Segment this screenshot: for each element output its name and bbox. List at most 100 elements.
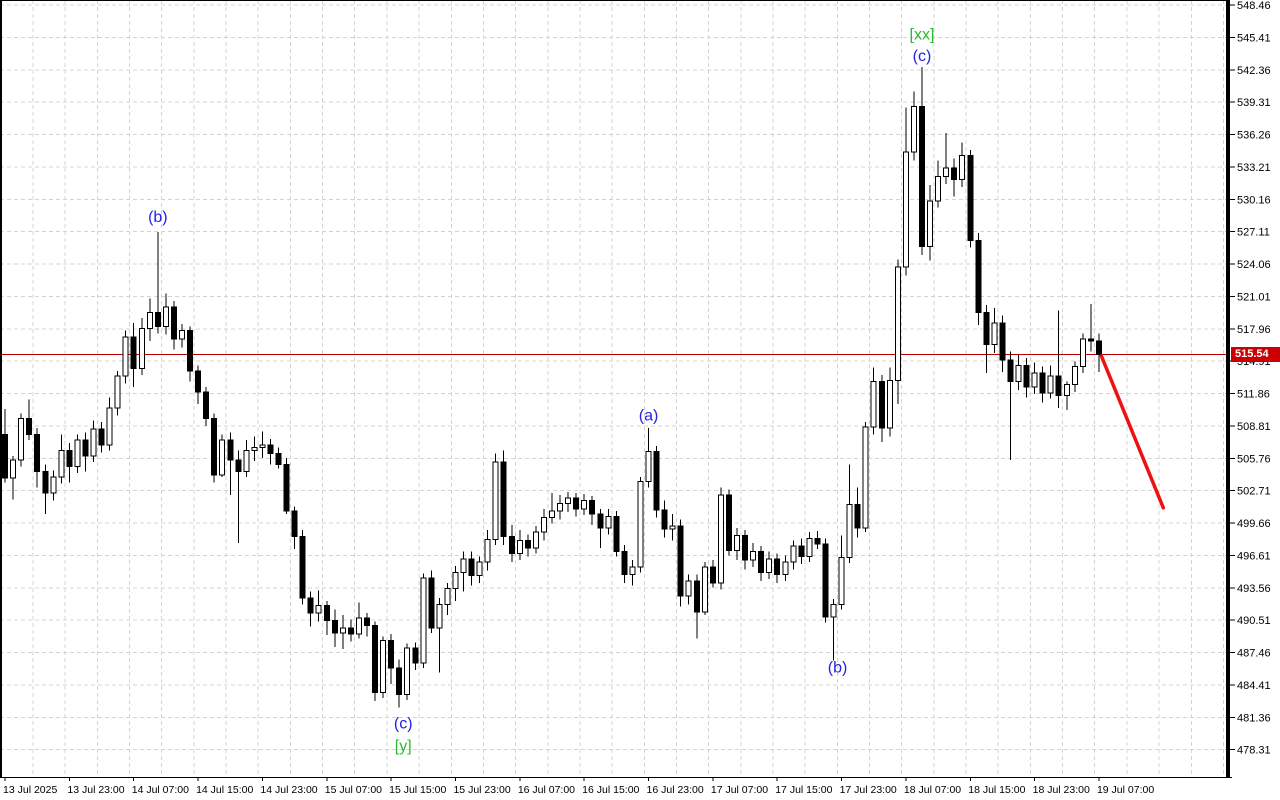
candle[interactable]	[669, 514, 676, 541]
candle[interactable]	[621, 544, 628, 584]
candle[interactable]	[1007, 351, 1014, 461]
candle[interactable]	[717, 487, 724, 590]
candle[interactable]	[339, 615, 346, 649]
candle[interactable]	[870, 367, 877, 435]
candle[interactable]	[637, 477, 644, 573]
candle[interactable]	[10, 455, 17, 500]
candle[interactable]	[766, 551, 773, 579]
candle[interactable]	[878, 375, 885, 442]
candle[interactable]	[235, 450, 242, 543]
candle[interactable]	[34, 428, 41, 488]
candle[interactable]	[460, 551, 467, 592]
candle[interactable]	[725, 489, 732, 556]
candle[interactable]	[959, 142, 966, 188]
wave-annotation[interactable]: (a)	[639, 408, 659, 425]
candle[interactable]	[1023, 358, 1030, 398]
candle[interactable]	[283, 457, 290, 515]
candle[interactable]	[500, 450, 507, 545]
candle[interactable]	[42, 464, 49, 515]
candle[interactable]	[758, 546, 765, 582]
candle[interactable]	[999, 315, 1006, 372]
wave-annotation[interactable]: (c)	[394, 716, 413, 733]
candle[interactable]	[484, 530, 491, 571]
candle[interactable]	[814, 531, 821, 550]
candle[interactable]	[476, 556, 483, 584]
candle[interactable]	[991, 308, 998, 353]
candle[interactable]	[187, 326, 194, 382]
candle[interactable]	[82, 432, 89, 472]
candle[interactable]	[420, 573, 427, 669]
candle[interactable]	[2, 409, 9, 483]
candle[interactable]	[862, 421, 869, 533]
candle[interactable]	[798, 538, 805, 565]
candle[interactable]	[910, 91, 917, 161]
trend-line[interactable]	[1099, 354, 1166, 510]
candle[interactable]	[219, 434, 226, 478]
candle[interactable]	[404, 643, 411, 700]
candle[interactable]	[492, 453, 499, 545]
candle[interactable]	[919, 67, 926, 256]
candle[interactable]	[170, 300, 177, 350]
candle[interactable]	[540, 508, 547, 541]
candle[interactable]	[661, 500, 668, 538]
candle[interactable]	[162, 293, 169, 335]
candle[interactable]	[26, 399, 33, 440]
candle[interactable]	[927, 185, 934, 261]
wave-annotation[interactable]: [xx]	[910, 27, 935, 44]
candle[interactable]	[355, 602, 362, 639]
candle[interactable]	[1071, 361, 1078, 393]
candle[interactable]	[830, 599, 837, 661]
candle[interactable]	[549, 492, 556, 524]
candle[interactable]	[782, 555, 789, 582]
candle[interactable]	[203, 386, 210, 427]
candle[interactable]	[886, 367, 893, 437]
candle[interactable]	[388, 634, 395, 685]
candle[interactable]	[709, 559, 716, 588]
candle[interactable]	[1079, 333, 1086, 373]
candle[interactable]	[605, 508, 612, 535]
candle[interactable]	[943, 133, 950, 184]
candle[interactable]	[1047, 365, 1054, 399]
candle[interactable]	[364, 612, 371, 637]
candle[interactable]	[211, 413, 218, 483]
candle[interactable]	[573, 492, 580, 517]
candle[interactable]	[742, 530, 749, 570]
candle[interactable]	[508, 524, 515, 562]
candle[interactable]	[1039, 366, 1046, 403]
candle[interactable]	[380, 636, 387, 698]
candle[interactable]	[975, 232, 982, 326]
candle[interactable]	[750, 542, 757, 568]
candle[interactable]	[307, 591, 314, 627]
candle[interactable]	[130, 323, 137, 387]
candle[interactable]	[645, 428, 652, 488]
candle[interactable]	[452, 566, 459, 602]
candle[interactable]	[524, 534, 531, 557]
candle[interactable]	[58, 434, 65, 484]
wave-annotation[interactable]: (b)	[148, 209, 168, 226]
candle[interactable]	[331, 609, 338, 647]
candle[interactable]	[436, 598, 443, 673]
candle[interactable]	[653, 446, 660, 518]
candle[interactable]	[227, 432, 234, 496]
candle[interactable]	[806, 532, 813, 562]
candle[interactable]	[967, 150, 974, 248]
candle[interactable]	[251, 436, 258, 462]
candle[interactable]	[74, 434, 81, 473]
candle[interactable]	[195, 365, 202, 404]
candle[interactable]	[90, 420, 97, 463]
candle[interactable]	[935, 160, 942, 208]
candle[interactable]	[951, 158, 958, 197]
candle[interactable]	[428, 570, 435, 634]
candle[interactable]	[275, 447, 282, 469]
candle[interactable]	[894, 259, 901, 404]
candle[interactable]	[516, 530, 523, 560]
candle[interactable]	[557, 495, 564, 520]
candle[interactable]	[396, 659, 403, 708]
candle[interactable]	[1055, 310, 1062, 408]
candle[interactable]	[412, 642, 419, 671]
candle[interactable]	[1087, 303, 1094, 352]
candle[interactable]	[734, 527, 741, 560]
candle[interactable]	[315, 590, 322, 622]
candle[interactable]	[701, 561, 708, 616]
